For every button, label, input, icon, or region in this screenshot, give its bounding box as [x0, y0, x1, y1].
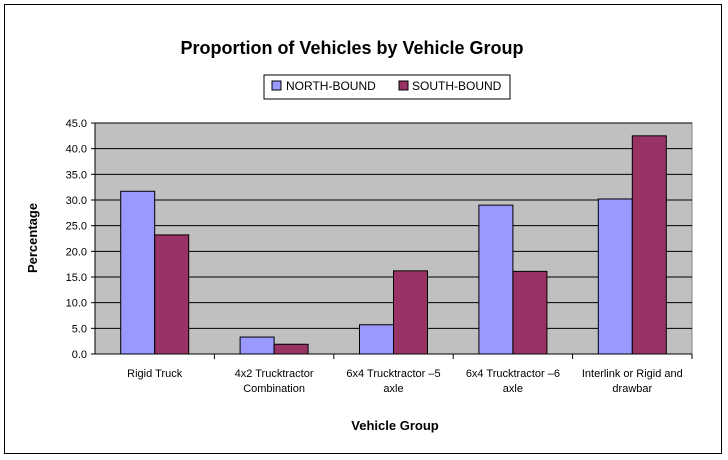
legend: NORTH-BOUND SOUTH-BOUND	[263, 74, 511, 100]
bar-north	[359, 324, 394, 355]
x-category-label: Rigid Truck	[127, 368, 183, 380]
bar-north	[239, 336, 275, 355]
y-axis: 0.0 5.0 10.0 15.0 20.0 25.0 30.0 35.0 40.0 45.0	[66, 118, 96, 361]
x-axis-title: Vehicle Group	[351, 418, 438, 433]
y-tick-label: 40.0	[66, 144, 87, 156]
x-category-label: 6x4 Trucktractor –5	[346, 368, 440, 380]
y-tick-label: 10.0	[66, 298, 87, 310]
y-tick-label: 30.0	[66, 195, 87, 207]
bar-south	[273, 343, 309, 355]
bar-north	[597, 198, 633, 355]
legend-label-north: NORTH-BOUND	[286, 79, 376, 93]
bars	[120, 135, 667, 355]
y-tick-label: 45.0	[66, 118, 87, 130]
bar-south	[631, 135, 667, 355]
y-tick-label: 0.0	[72, 349, 87, 361]
x-category-label: 4x2 Trucktractor	[235, 368, 314, 380]
bar-north	[478, 204, 514, 355]
x-category-label: 6x4 Trucktractor –6	[466, 368, 560, 380]
x-category-label: Interlink or Rigid and	[582, 368, 683, 380]
y-axis-title: Percentage	[25, 203, 40, 273]
legend-swatch-south	[398, 80, 409, 91]
x-category-label: axle	[503, 383, 523, 395]
legend-label-south: SOUTH-BOUND	[412, 79, 502, 93]
x-axis: Rigid Truck 4x2 Trucktractor Combination 6x…	[95, 353, 693, 395]
x-category-label: axle	[383, 383, 403, 395]
bar-south	[154, 234, 190, 355]
y-tick-label: 35.0	[66, 169, 87, 181]
y-tick-label: 25.0	[66, 221, 87, 233]
y-tick-label: 15.0	[66, 272, 87, 284]
x-category-label: drawbar	[612, 383, 652, 395]
y-tick-label: 20.0	[66, 246, 87, 258]
bar-south	[512, 270, 548, 355]
legend-box	[263, 74, 511, 100]
chart-title: Proportion of Vehicles by Vehicle Group	[180, 38, 523, 58]
y-tick-label: 5.0	[72, 323, 87, 335]
x-category-label: Combination	[243, 383, 305, 395]
bar-north	[120, 190, 156, 355]
legend-swatch-north	[271, 80, 282, 91]
bar-south	[393, 270, 428, 355]
